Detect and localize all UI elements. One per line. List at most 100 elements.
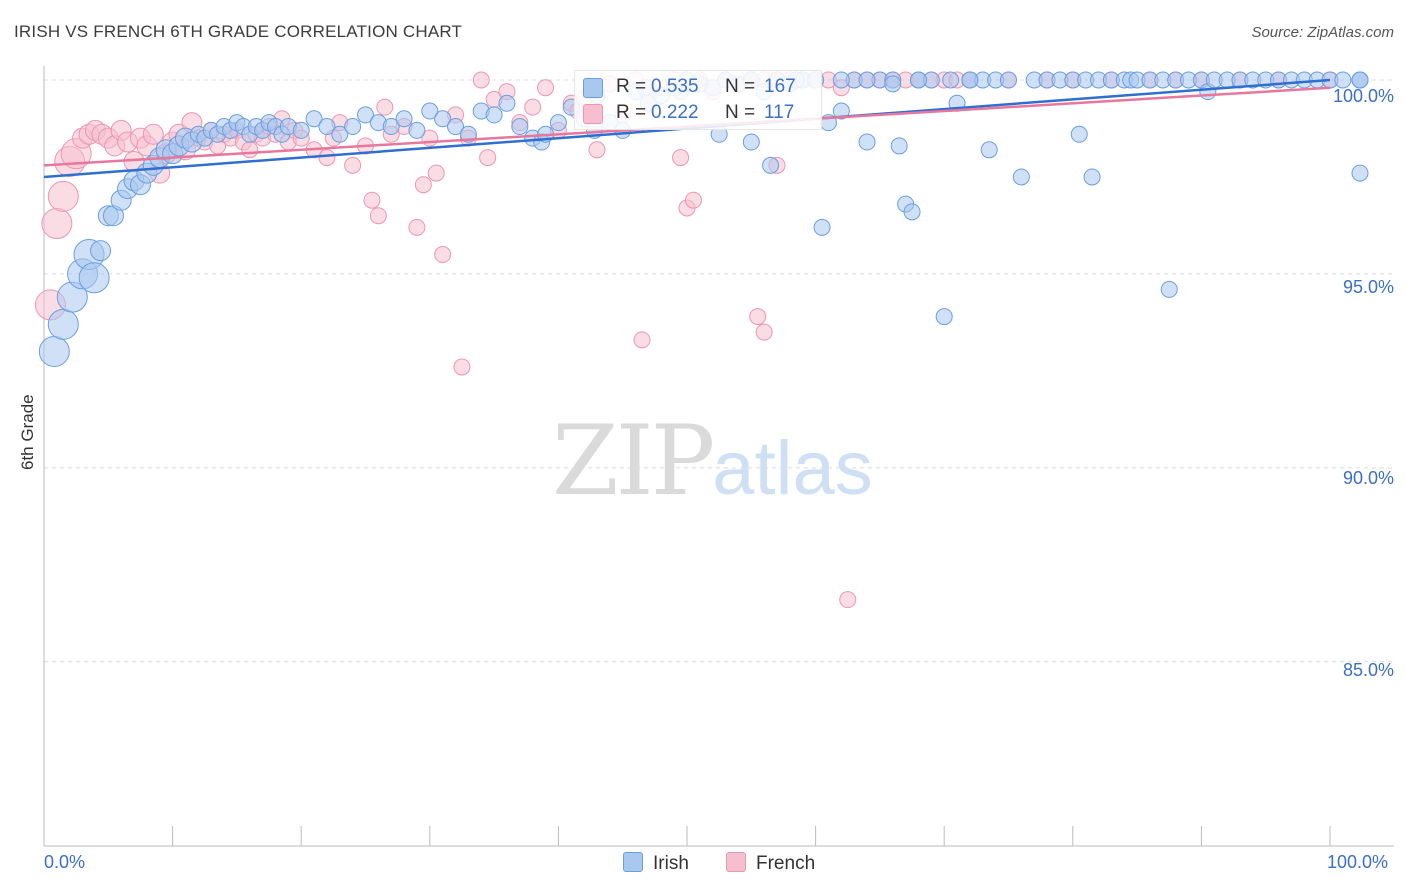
irish-point [292, 121, 310, 139]
irish-swatch [583, 78, 603, 98]
irish-point [47, 308, 79, 340]
french-point [41, 207, 73, 239]
french-point [537, 79, 555, 97]
french-legend-label: French [756, 853, 816, 874]
irish-point [485, 106, 503, 124]
irish-point [511, 118, 529, 136]
irish-point [742, 133, 760, 151]
irish-point [961, 71, 979, 89]
chart-title: IRISH VS FRENCH 6TH GRADE CORRELATION CH… [14, 22, 463, 41]
french-point [47, 180, 79, 212]
irish-point [1012, 168, 1030, 186]
irish-point [832, 71, 850, 89]
french-point [363, 191, 381, 209]
french-n-value: 117 [764, 102, 795, 123]
irish-point [1070, 125, 1088, 143]
source-label: Source: ZipAtlas.com [1251, 24, 1394, 41]
irish-point [382, 118, 400, 136]
y-tick-label-100: 100.0% [1332, 86, 1394, 106]
french-point [142, 123, 164, 145]
irish-point [884, 75, 902, 93]
irish-point [38, 335, 70, 367]
irish-point [344, 118, 362, 136]
french-point [453, 358, 471, 376]
french-point [344, 156, 362, 174]
irish-point [498, 94, 516, 112]
french-point [472, 71, 490, 89]
irish-point [305, 110, 323, 128]
gridlines [44, 79, 1394, 663]
irish-point [78, 262, 110, 294]
irish-point [935, 308, 953, 326]
irish-point [408, 121, 426, 139]
irish-point [909, 71, 927, 89]
french-point [427, 164, 445, 182]
irish-points [38, 71, 1369, 367]
stats-legend: R = 0.535 N = 167 R = 0.222 N = 117 [574, 70, 822, 130]
irish-point [762, 156, 780, 174]
french-r-label: R = [616, 102, 647, 123]
french-point [318, 149, 336, 167]
irish-point [1334, 71, 1352, 89]
irish-point [903, 203, 921, 221]
legend-item-irish[interactable]: Irish [623, 852, 689, 875]
french-point [524, 98, 542, 116]
y-tick-label-90: 90.0% [1342, 468, 1394, 488]
irish-point [813, 218, 831, 236]
y-tick-label-95: 95.0% [1342, 277, 1394, 297]
french-point [749, 308, 767, 326]
irish-r-value: 0.535 [651, 76, 699, 97]
irish-point [1160, 280, 1178, 298]
french-point [408, 218, 426, 236]
watermark-zip: ZIP [552, 405, 715, 517]
french-point [414, 176, 432, 194]
irish-point [1000, 71, 1017, 89]
french-point [369, 207, 387, 225]
irish-legend-label: Irish [653, 853, 689, 874]
irish-point [942, 71, 960, 89]
irish-r-label: R = [616, 76, 647, 97]
y-axis-title: 6th Grade [18, 394, 37, 470]
x-tick-label-100: 100.0% [1327, 852, 1389, 872]
irish-point [318, 118, 336, 136]
french-point [588, 141, 606, 159]
french-point [672, 149, 690, 167]
french-point [241, 141, 259, 159]
french-n-label: N = [725, 102, 756, 123]
french-point [633, 331, 651, 349]
axes [43, 66, 1394, 847]
irish-point [832, 102, 850, 120]
irish-point [980, 141, 998, 159]
french-point [755, 323, 773, 341]
irish-point [858, 71, 876, 89]
irish-point [90, 240, 112, 262]
irish-legend-swatch [623, 852, 643, 872]
irish-point [434, 110, 452, 128]
french-legend-swatch [726, 852, 746, 872]
irish-point [331, 125, 349, 143]
watermark-atlas: atlas [712, 426, 873, 511]
irish-point [395, 110, 413, 128]
irish-point [1083, 168, 1101, 186]
x-tick-label-0: 0.0% [44, 852, 86, 872]
irish-point [858, 133, 876, 151]
french-points [34, 71, 1339, 609]
french-swatch [583, 104, 603, 124]
irish-point [1351, 164, 1369, 182]
irish-n-label: N = [725, 76, 756, 97]
legend-item-french[interactable]: French [726, 852, 815, 875]
french-point [376, 98, 394, 116]
french-point [434, 246, 452, 264]
irish-point [447, 118, 465, 136]
watermark: ZIPatlas [552, 405, 873, 517]
irish-point [1351, 71, 1369, 89]
french-point [684, 191, 702, 209]
y-tick-label-85: 85.0% [1342, 660, 1394, 680]
irish-n-value: 167 [764, 76, 796, 97]
irish-point [549, 114, 567, 132]
french-point [839, 591, 857, 609]
french-r-value: 0.222 [651, 102, 699, 123]
irish-point [890, 137, 908, 155]
irish-point [357, 106, 374, 124]
